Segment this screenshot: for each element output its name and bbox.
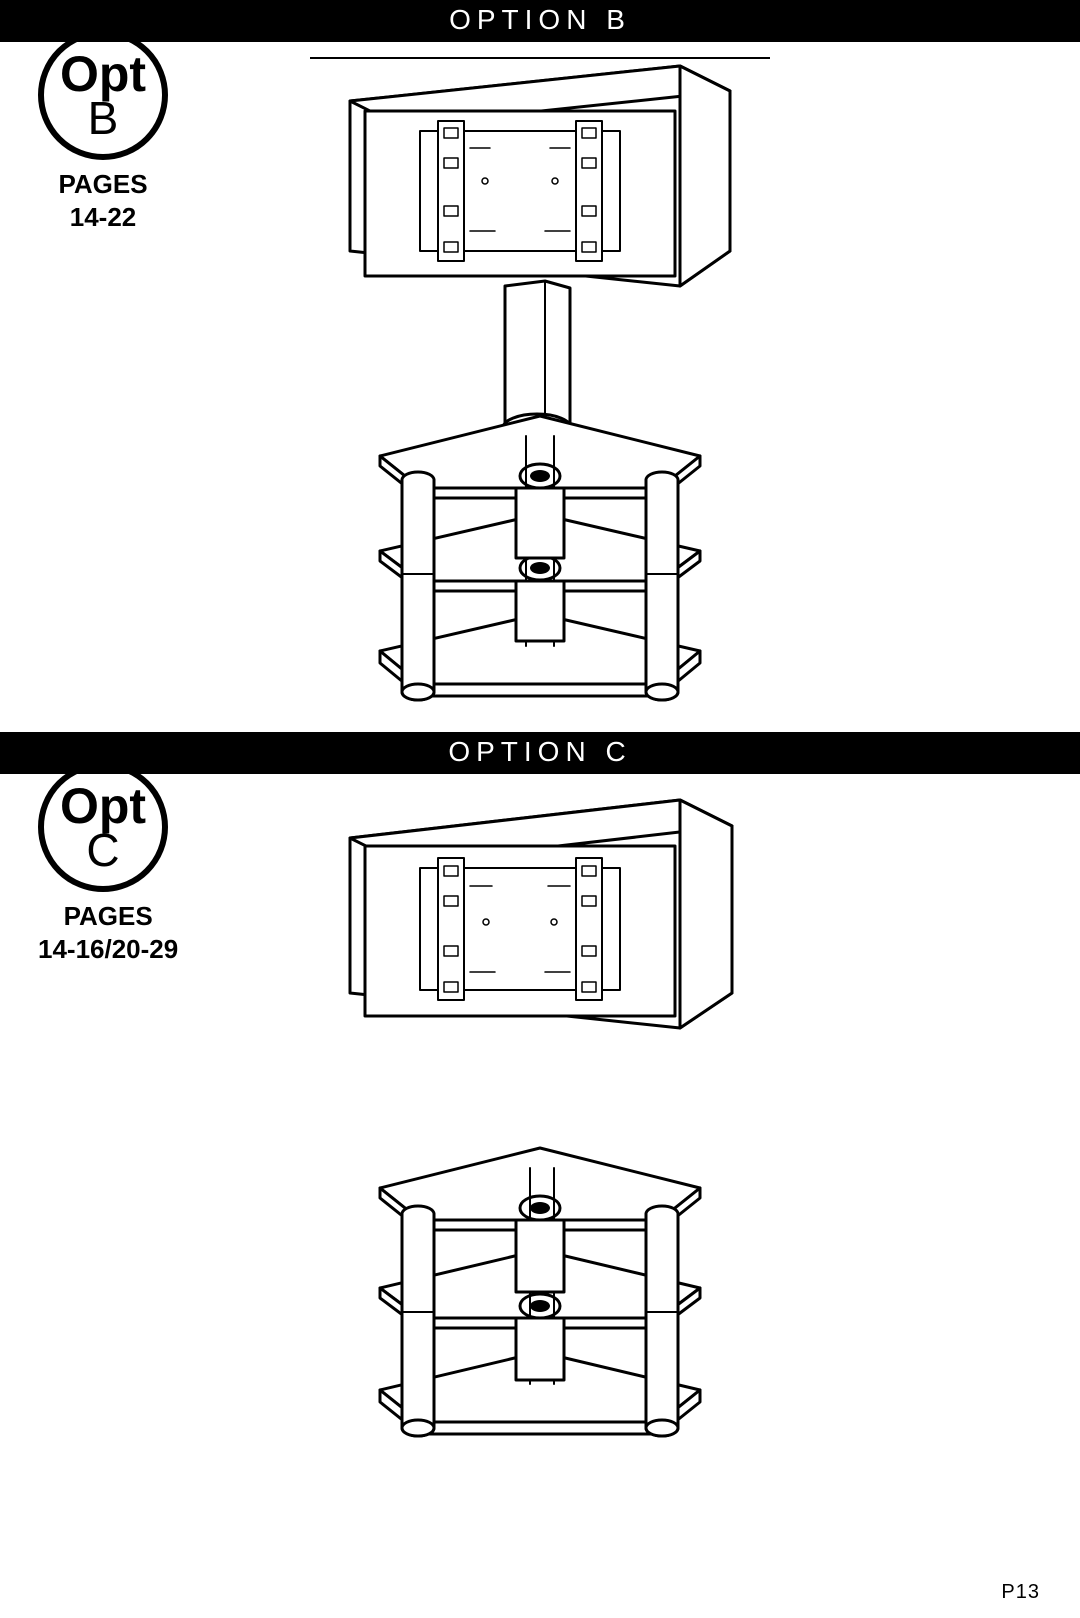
- illustration-option-b: [310, 56, 770, 726]
- pages-label-c-line2: 14-16/20-29: [38, 934, 178, 964]
- illustration-option-c-stand: [310, 1108, 770, 1458]
- illustration-b-wrap: [38, 42, 1042, 726]
- section-option-c: OPTION C Opt C PAGES 14-16/20-29: [38, 732, 1042, 1458]
- pages-label-c: PAGES 14-16/20-29: [38, 900, 178, 965]
- opt-circle-letter-b: B: [88, 95, 119, 141]
- page: OPTION B Opt B PAGES 14-22: [0, 0, 1080, 1618]
- page-number: P13: [1001, 1581, 1040, 1604]
- opt-circle-b: Opt B: [38, 30, 168, 160]
- section-option-b: OPTION B Opt B PAGES 14-22: [38, 0, 1042, 726]
- illustration-c-wrap: [38, 774, 1042, 1458]
- opt-circle-letter-c: C: [86, 827, 119, 873]
- illustration-option-c-tv: [320, 788, 760, 1048]
- opt-circle-c: Opt C: [38, 762, 168, 892]
- badge-block-option-b: Opt B PAGES 14-22: [38, 30, 168, 233]
- pages-label-b-line2: 14-22: [70, 202, 137, 232]
- pages-label-b: PAGES 14-22: [38, 168, 168, 233]
- badge-block-option-c: Opt C PAGES 14-16/20-29: [38, 762, 178, 965]
- pages-label-b-line1: PAGES: [58, 169, 147, 199]
- pages-label-c-line1: PAGES: [64, 901, 153, 931]
